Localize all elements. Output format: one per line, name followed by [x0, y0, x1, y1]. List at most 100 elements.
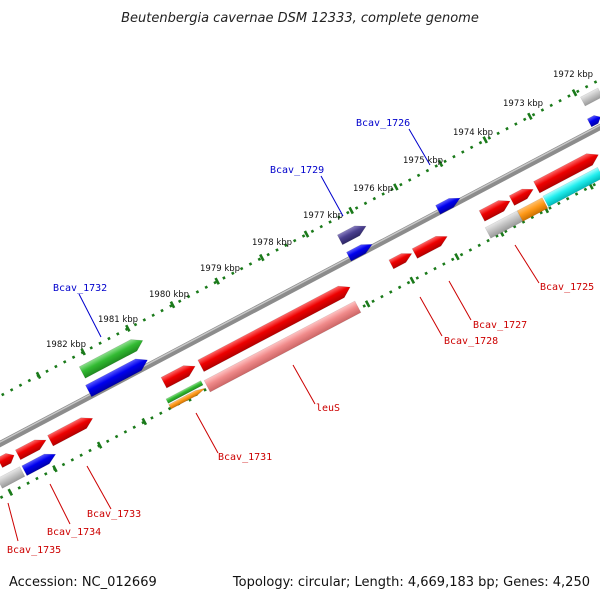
outer-scale-track-dot	[346, 210, 350, 215]
inner-scale-track-dot	[406, 280, 411, 285]
outer-scale-track-dot	[160, 308, 164, 313]
gene-label-bcav-1727: Bcav_1727	[473, 320, 527, 331]
gene-red-long	[197, 285, 351, 372]
gene-bcav-1726	[435, 197, 461, 215]
inner-scale-track-dot	[389, 290, 393, 294]
inner-scale-track-dot	[486, 238, 490, 243]
outer-scale-track-dot	[522, 117, 527, 122]
outer-scale-track-dot	[567, 94, 571, 98]
scale-label: 1980 kbp	[149, 290, 189, 300]
outer-scale-track-dot	[1, 392, 5, 397]
inner-scale-track-dot	[88, 448, 92, 453]
inner-scale-track-dot	[0, 495, 4, 499]
leader-line	[78, 293, 102, 338]
outer-major-tick	[259, 253, 265, 262]
inner-scale-track-dot	[35, 476, 39, 481]
outer-major-tick	[527, 112, 533, 121]
inner-scale-track-dot	[150, 416, 154, 420]
gene-label-bcav-1729: Bcav_1729	[270, 165, 324, 176]
inner-major-tick	[454, 253, 460, 261]
gene-red-3	[508, 188, 534, 206]
inner-scale-track-dot	[44, 472, 48, 476]
outer-scale-track-dot	[487, 136, 492, 140]
outer-scale-track-dot	[107, 336, 111, 341]
outer-scale-track-dot	[186, 294, 191, 299]
gene-bcav-1727	[388, 253, 413, 270]
accession-text: Accession: NC_012669	[9, 575, 157, 590]
outer-major-tick	[571, 89, 578, 97]
inner-scale-track-dot	[459, 252, 464, 257]
gene-bcav-1735	[0, 466, 26, 489]
gene-red-2	[478, 200, 511, 222]
outer-major-tick	[482, 136, 488, 144]
inner-scale-track-dot	[380, 294, 384, 299]
gene-bcav-1728	[411, 235, 448, 259]
outer-scale-track-dot	[266, 252, 270, 257]
genome-backbone-highlight	[0, 96, 600, 472]
outer-scale-track-dot	[62, 360, 67, 364]
scale-label: 1972 kbp	[553, 70, 593, 80]
inner-scale-track-dot	[442, 262, 446, 266]
outer-scale-track-dot	[222, 276, 226, 280]
inner-scale-track-dot	[557, 201, 561, 206]
outer-scale-track-dot	[54, 364, 58, 369]
inner-scale-track-dot	[548, 206, 552, 210]
inner-major-tick	[96, 441, 103, 449]
outer-scale-track-dot	[98, 341, 102, 345]
inner-scale-track-dot	[397, 285, 402, 290]
gene-label-leus: leuS	[316, 403, 340, 414]
inner-scale-track-dot	[583, 187, 588, 192]
gene-bcav-1729-b	[346, 244, 373, 262]
leader-line	[7, 502, 19, 542]
scale-label: 1975 kbp	[403, 156, 443, 166]
leader-line	[49, 483, 71, 525]
gene-blue-top	[586, 115, 600, 128]
gene-labels: Bcav_1726 Bcav_1729 Bcav_1732 Bcav_1725 …	[7, 118, 594, 556]
outer-scale-track-dot	[204, 285, 209, 290]
outer-scale-track-dot	[514, 122, 518, 126]
outer-major-tick	[393, 183, 399, 191]
inner-major-tick	[409, 276, 416, 284]
inner-scale-track-dot	[477, 243, 481, 248]
outer-scale-track-dot	[478, 140, 483, 145]
gene-label-bcav-1728: Bcav_1728	[444, 336, 498, 347]
leader-line	[448, 280, 472, 321]
inner-scale-track-dot	[468, 248, 473, 252]
outer-scale-track-dot	[27, 378, 32, 383]
gene-cyan	[542, 166, 600, 208]
inner-scale-track-dot	[123, 430, 128, 434]
scale-label: 1976 kbp	[353, 184, 393, 194]
outer-scale-track-dot	[239, 266, 244, 271]
inner-major-tick	[52, 465, 58, 473]
outer-scale-track-dot	[71, 355, 76, 359]
inner-scale-track-dot	[105, 439, 110, 443]
outer-scale-track-dot	[89, 346, 94, 350]
outer-scale-track-dot	[310, 229, 315, 234]
inner-scale-track-dot	[114, 434, 119, 439]
outer-scale-track-dot	[195, 290, 200, 294]
gene-red-left-1	[0, 453, 15, 469]
scale-label: 1981 kbp	[98, 315, 138, 325]
outer-scale-track-dot	[319, 224, 324, 229]
leader-line	[419, 296, 443, 337]
outer-major-tick	[125, 324, 131, 332]
inner-scale-track-dot	[565, 196, 570, 201]
outer-scale-track-dot	[443, 159, 447, 164]
gene-red-4	[533, 153, 599, 194]
scale-labels: 1972 kbp 1973 kbp 1974 kbp 1975 kbp 1976…	[46, 70, 593, 350]
outer-scale-track-dot	[558, 98, 562, 103]
leader-line	[408, 128, 431, 166]
inner-scale-track-dot	[433, 266, 437, 271]
gene-bcav-1734	[21, 453, 57, 477]
inner-scale-track-dot	[371, 299, 375, 304]
inner-scale-track-dot	[26, 481, 30, 485]
outer-scale-track-dot	[354, 206, 359, 210]
genome-summary-text: Topology: circular; Length: 4,669,183 bp…	[232, 575, 590, 590]
gene-leus	[203, 300, 362, 393]
gene-bcav-1732	[85, 358, 148, 398]
inner-scale-track-dot	[79, 453, 83, 457]
label-leaders	[7, 128, 540, 542]
outer-major-tick	[437, 159, 444, 168]
outer-scale-track-dot	[434, 164, 439, 168]
gene-bcav-1731-green	[165, 380, 204, 404]
